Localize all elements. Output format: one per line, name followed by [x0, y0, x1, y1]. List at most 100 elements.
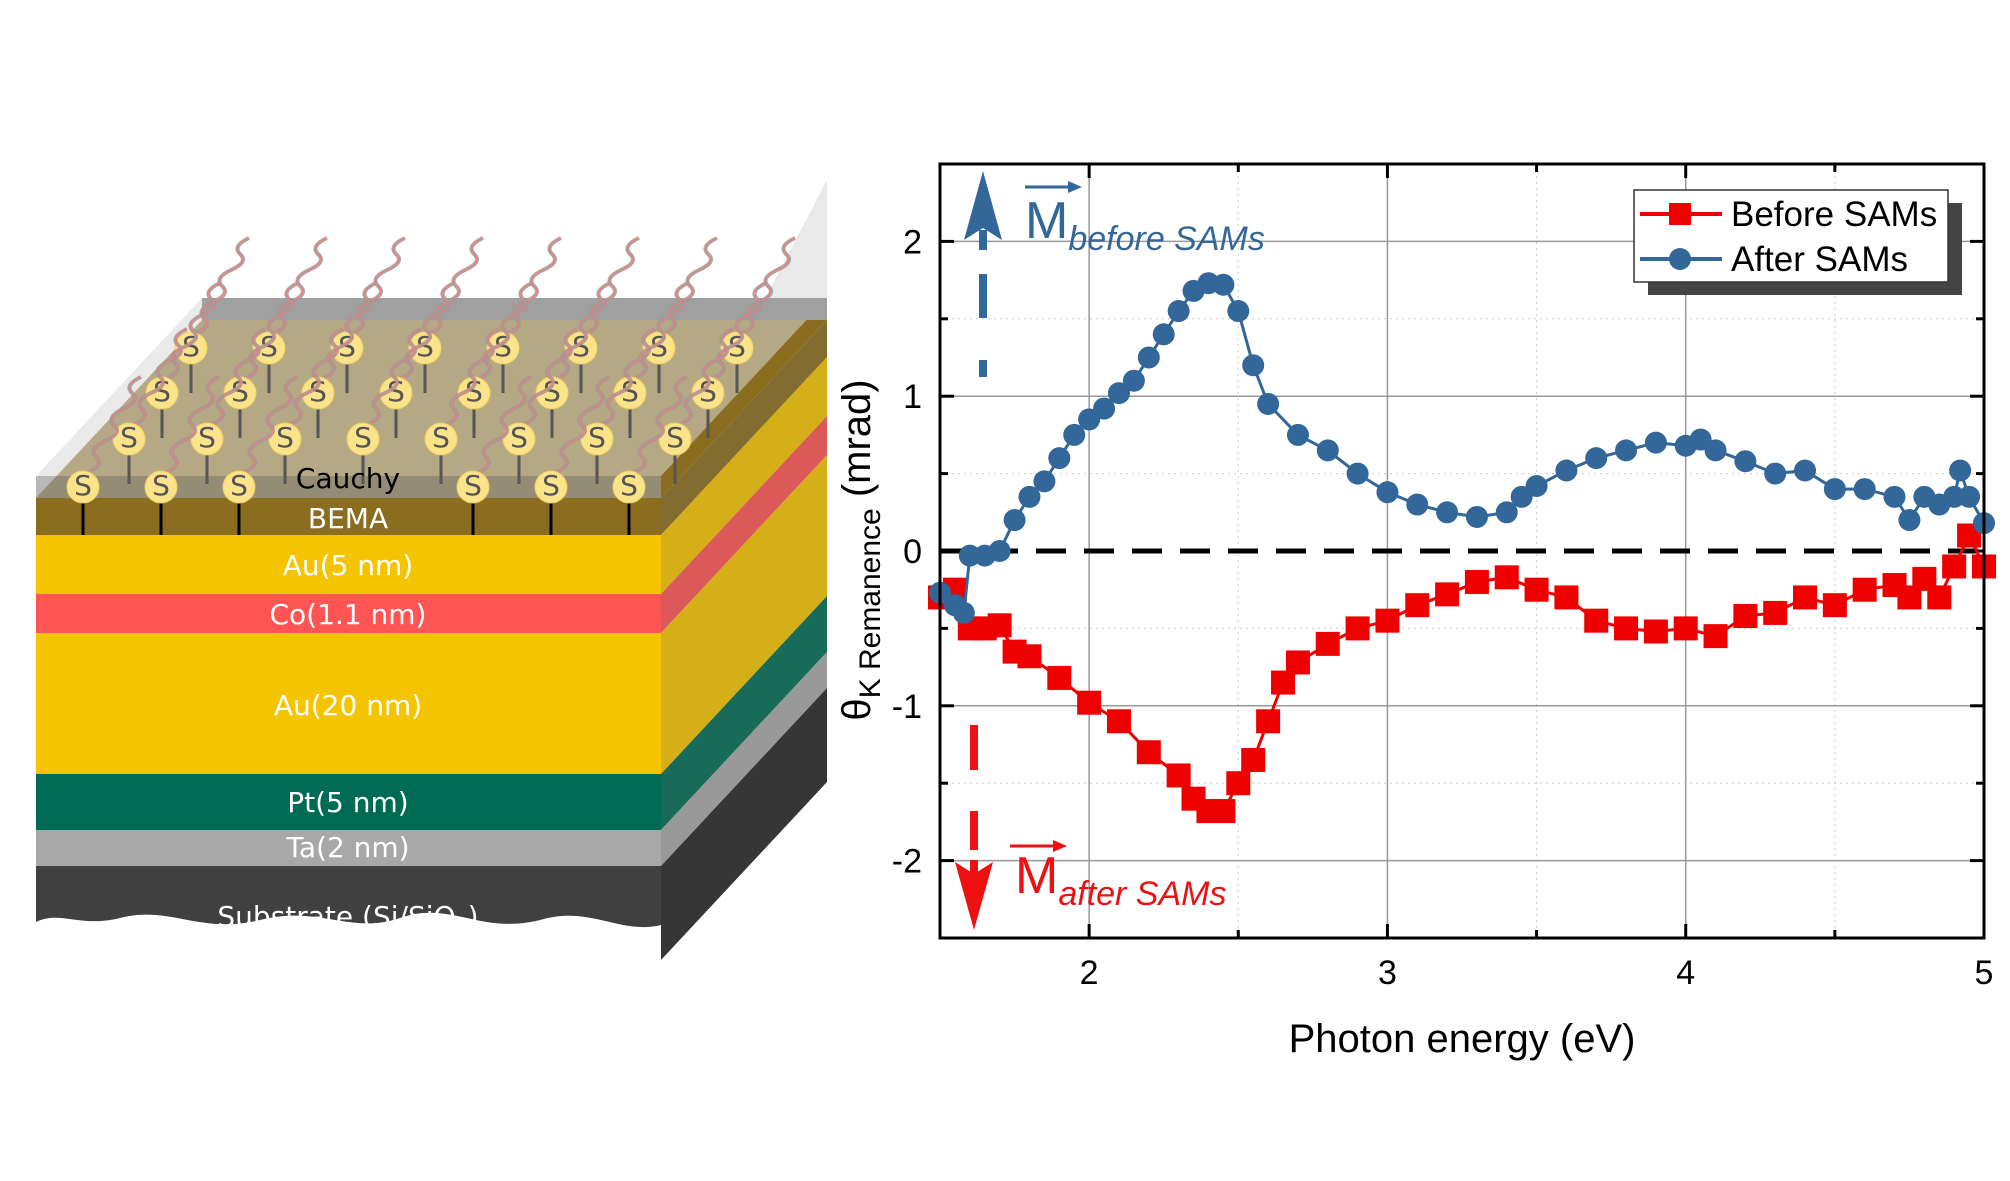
legend-marker-square-icon — [1669, 203, 1691, 225]
data-point-after — [1093, 397, 1116, 420]
sulfur-atom — [502, 422, 536, 456]
magnetization-before-label: Mbefore SAMs — [1025, 192, 1265, 258]
sulfur-atom — [252, 331, 286, 365]
sulfur-atom — [580, 422, 614, 456]
data-point-after — [1958, 485, 1981, 508]
data-point-after — [1227, 300, 1250, 323]
layer-label-7: Substrate (Si/SiO2) — [217, 900, 478, 937]
sulfur-atom — [190, 422, 224, 456]
data-point-after — [1704, 439, 1727, 462]
layer-label-5: Pt(5 nm) — [287, 786, 408, 819]
alkyl-chain-highlight — [165, 282, 221, 380]
sulfur-atom — [144, 470, 178, 504]
data-point-before — [1524, 577, 1549, 602]
x-tick-label: 5 — [1975, 954, 1994, 992]
sulfur-atom — [534, 470, 568, 504]
sulfur-label: S — [699, 375, 717, 408]
legend-label: After SAMs — [1731, 240, 1908, 279]
sulfur-label: S — [152, 469, 170, 502]
sulfur-label: S — [543, 375, 561, 408]
data-point-before — [1793, 585, 1818, 610]
data-point-after — [1346, 462, 1369, 485]
arrow-up-icon — [964, 171, 1002, 240]
y-tick-label: 2 — [903, 223, 922, 261]
data-point-before — [1256, 709, 1281, 734]
vector-arrowhead-icon — [1053, 840, 1067, 852]
sulfur-atom — [408, 331, 442, 365]
data-point-after — [1107, 382, 1130, 405]
data-point-before — [1554, 585, 1579, 610]
y-tick-label: -2 — [892, 843, 922, 881]
plot-frame — [938, 162, 1986, 940]
data-point-after — [1949, 459, 1972, 482]
data-point-before — [1643, 619, 1668, 644]
data-point-before — [1271, 670, 1296, 695]
data-point-after — [1465, 505, 1488, 528]
sulfur-atom — [222, 470, 256, 504]
sulfur-label: S — [588, 421, 606, 454]
data-point-after — [1436, 501, 1459, 524]
alkyl-chain-highlight — [711, 282, 767, 380]
data-point-after — [1152, 323, 1175, 346]
arrow-down-icon — [955, 862, 993, 930]
front-face-1 — [36, 498, 661, 535]
series-line-after — [939, 281, 1986, 616]
layer-label-2: Au(5 nm) — [283, 549, 413, 582]
data-point-after — [1286, 423, 1309, 446]
front-face-2 — [36, 535, 661, 594]
alkyl-chain-highlight — [444, 328, 500, 426]
x-tick-label: 2 — [1080, 954, 1099, 992]
data-point-after — [1167, 300, 1190, 323]
data-point-before — [1435, 582, 1460, 607]
x-axis-label: Photon energy (eV) — [1289, 1017, 1636, 1061]
data-point-after — [988, 540, 1011, 562]
sulfur-atom — [720, 331, 754, 365]
alkyl-chain-highlight — [210, 328, 266, 426]
alkyl-chain-highlight — [194, 237, 250, 335]
sulfur-atom — [642, 331, 676, 365]
data-point-before — [1927, 585, 1952, 610]
alkyl-chain-highlight — [321, 282, 377, 380]
side-face-1 — [661, 320, 827, 535]
data-point-after — [1883, 485, 1906, 508]
sulfur-atom — [174, 331, 208, 365]
alkyl-chain-highlight — [164, 376, 220, 474]
magnetization-after-label: Mafter SAMs — [1015, 847, 1227, 913]
data-point-after — [1376, 481, 1399, 504]
side-face-5 — [661, 596, 827, 830]
sulfur-atom — [66, 470, 100, 504]
sulfur-label: S — [387, 375, 405, 408]
data-point-after — [1495, 501, 1518, 524]
data-point-before — [1614, 616, 1639, 641]
data-point-after — [1063, 423, 1086, 446]
data-point-after — [1257, 392, 1280, 415]
x-tick-label: 4 — [1676, 954, 1695, 992]
sulfur-label: S — [464, 469, 482, 502]
alkyl-chain-highlight — [633, 282, 689, 380]
data-point-before — [1494, 565, 1519, 590]
sulfur-atom — [486, 331, 520, 365]
data-point-before — [1315, 631, 1340, 656]
data-point-before — [1822, 593, 1847, 618]
data-point-after — [1794, 459, 1817, 482]
y-tick-label: 0 — [903, 533, 922, 571]
alkyl-chain-highlight — [288, 328, 344, 426]
data-point-after — [1316, 439, 1339, 462]
alkyl-chain-highlight — [554, 376, 610, 474]
data-point-after — [1406, 493, 1429, 516]
data-point-before — [1077, 690, 1102, 715]
data-point-before — [1226, 771, 1251, 796]
series-line-before — [939, 532, 1986, 813]
alkyl-chain-highlight — [522, 328, 578, 426]
data-point-before — [987, 613, 1012, 638]
data-point-before — [1405, 593, 1430, 618]
data-point-after — [1242, 354, 1265, 377]
alkyl-chain-highlight — [132, 328, 188, 426]
alkyl-chain-highlight — [740, 237, 796, 335]
sulfur-label: S — [465, 375, 483, 408]
alkyl-chain-highlight — [272, 237, 328, 335]
layer-stack-diagram: S S S S S S S SS S S S S S S SS S S S S S S SS S S S S SCauchyBEMA… — [36, 180, 827, 960]
data-point-after — [1734, 450, 1757, 473]
y-tick-label: 1 — [903, 378, 922, 416]
alkyl-chain-highlight — [86, 376, 142, 474]
